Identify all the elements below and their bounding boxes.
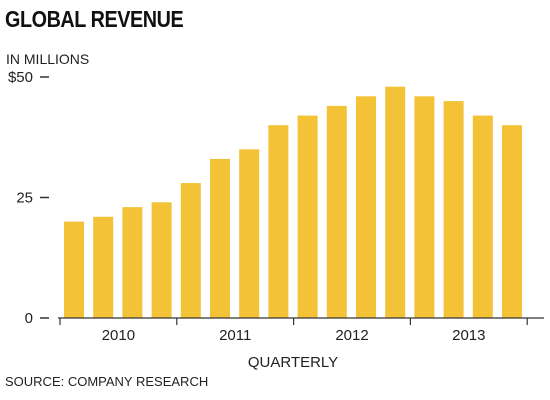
bar: 2010 Q1: 20: [64, 221, 84, 318]
bar: 2013 Q4: 40: [502, 125, 522, 318]
y-tick-label: 25: [16, 190, 33, 207]
x-axis-title: QUARTERLY: [248, 354, 338, 371]
bar: 2012 Q4: 48: [385, 86, 406, 318]
bar: 2011 Q4: 40: [268, 125, 289, 318]
chart-title: GLOBAL REVENUE: [5, 6, 184, 32]
bar: 2013 Q2: 45: [443, 101, 464, 318]
unit-label: IN MILLIONS: [6, 51, 89, 67]
bar: 2012 Q3: 46: [356, 96, 376, 318]
bar: 2012 Q1: 42: [297, 115, 318, 318]
bar: 2011 Q3: 35: [239, 149, 260, 318]
bar: 2013 Q3: 42: [472, 115, 493, 318]
y-axis: 0 25 $50: [8, 69, 49, 327]
bars-group: 2010 Q1: 20 2010 Q2: 21 2010 Q3: 23 2010 Q4…: [64, 86, 522, 318]
x-tick-label: 2013: [452, 327, 485, 344]
x-tick-label: 2011: [219, 327, 251, 344]
bar: 2010 Q3: 23: [122, 207, 143, 318]
bar: 2011 Q2: 33: [210, 158, 230, 318]
x-tick-label: 2010: [102, 327, 135, 344]
x-axis: 2010 2011 2012 2013: [58, 317, 544, 344]
bar: 2012 Q2: 44: [326, 105, 347, 318]
source-note: SOURCE: COMPANY RESEARCH: [5, 374, 208, 389]
y-tick-label: $50: [8, 69, 33, 86]
bar: 2010 Q4: 24: [151, 202, 172, 318]
bar: 2013 Q1: 46: [414, 96, 435, 318]
y-tick-label: 0: [25, 310, 33, 327]
bar: 2010 Q2: 21: [93, 216, 114, 318]
x-tick-label: 2012: [335, 327, 368, 344]
bar: 2011 Q1: 28: [180, 183, 201, 318]
